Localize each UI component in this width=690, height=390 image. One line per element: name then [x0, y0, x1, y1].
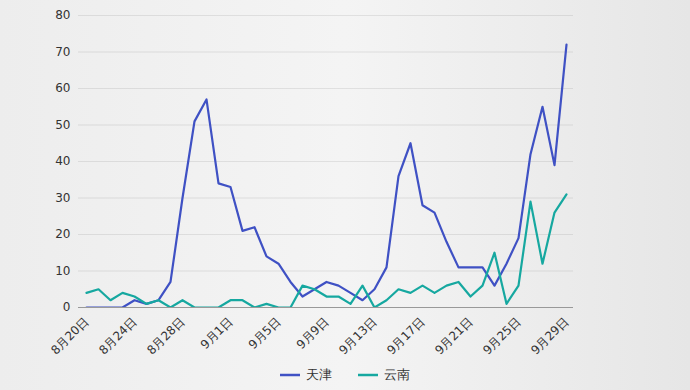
svg-text:60: 60 [55, 81, 70, 95]
svg-text:70: 70 [55, 45, 70, 59]
svg-text:9月21日: 9月21日 [432, 314, 475, 357]
svg-text:10: 10 [55, 264, 70, 278]
svg-text:0: 0 [63, 300, 71, 314]
svg-text:9月17日: 9月17日 [384, 314, 427, 357]
svg-text:8月24日: 8月24日 [96, 314, 139, 357]
svg-text:50: 50 [55, 118, 70, 132]
svg-text:40: 40 [55, 154, 70, 168]
html-text:云南: 云南 [384, 367, 410, 382]
svg-text:8月28日: 8月28日 [144, 314, 187, 357]
svg-text:20: 20 [55, 227, 70, 241]
svg-text:9月25日: 9月25日 [480, 314, 523, 357]
svg-text:9月9日: 9月9日 [294, 314, 332, 352]
svg-text:9月29日: 9月29日 [528, 314, 571, 357]
svg-text:8月20日: 8月20日 [48, 314, 91, 357]
svg-text:9月5日: 9月5日 [246, 314, 284, 352]
svg-text:9月13日: 9月13日 [336, 314, 379, 357]
svg-text:9月1日: 9月1日 [198, 314, 236, 352]
svg-text:80: 80 [55, 8, 70, 22]
html-text:天津: 天津 [306, 367, 332, 382]
svg-text:30: 30 [55, 191, 70, 205]
